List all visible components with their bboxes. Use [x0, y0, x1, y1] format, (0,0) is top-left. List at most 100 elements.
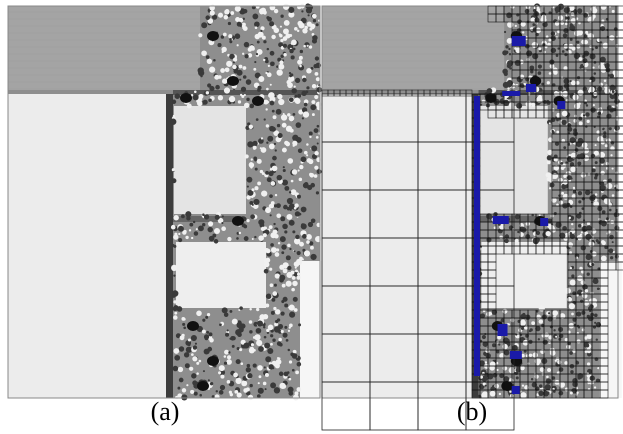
- panel-label: (b): [457, 397, 487, 426]
- tree: [584, 40, 588, 44]
- tree: [523, 340, 529, 346]
- tree: [237, 332, 242, 337]
- tree: [287, 198, 293, 204]
- tree: [515, 333, 517, 335]
- tree: [221, 47, 226, 52]
- tree: [301, 223, 307, 229]
- tree: [295, 270, 298, 273]
- tree: [278, 357, 280, 359]
- tree: [255, 34, 260, 39]
- tree: [499, 236, 503, 240]
- tree: [577, 76, 580, 79]
- tree: [552, 310, 558, 316]
- tree: [571, 313, 574, 316]
- tree: [258, 235, 264, 241]
- tree: [612, 194, 615, 197]
- tree: [552, 131, 555, 134]
- tree: [191, 237, 193, 239]
- tree: [559, 200, 563, 204]
- tree: [574, 103, 580, 109]
- tree: [276, 213, 281, 218]
- tree: [578, 117, 582, 121]
- tree: [546, 391, 550, 395]
- tree: [274, 9, 278, 13]
- tree: [265, 60, 269, 64]
- tree: [243, 66, 247, 70]
- tree: [279, 265, 284, 270]
- tree: [304, 250, 310, 256]
- tree: [594, 322, 596, 324]
- tree: [256, 308, 259, 311]
- tree: [605, 144, 608, 147]
- panel-label: (a): [151, 397, 180, 426]
- tree: [249, 320, 253, 324]
- tree: [270, 101, 275, 106]
- tree: [605, 63, 609, 67]
- tree: [185, 363, 190, 368]
- tree: [283, 44, 287, 48]
- tree: [612, 90, 615, 93]
- tree: [266, 142, 268, 144]
- tree: [190, 390, 194, 394]
- tree: [264, 343, 270, 349]
- tree: [576, 392, 578, 394]
- tree: [576, 154, 581, 159]
- tree: [229, 310, 232, 313]
- tree: [260, 147, 262, 149]
- tree: [514, 47, 517, 50]
- tree: [294, 203, 298, 207]
- tree: [550, 325, 553, 328]
- tree: [192, 356, 197, 361]
- tree: [178, 226, 184, 232]
- tree: [270, 181, 275, 186]
- tree: [570, 391, 573, 394]
- tree: [283, 297, 288, 302]
- tree: [307, 22, 312, 27]
- tree: [577, 161, 581, 165]
- tree: [202, 319, 205, 322]
- tree: [507, 21, 513, 27]
- tree: [579, 121, 583, 125]
- tree: [275, 149, 277, 151]
- tree: [258, 388, 264, 394]
- tree: [198, 225, 204, 231]
- tree: [304, 182, 308, 186]
- tree: [230, 11, 234, 15]
- tree: [208, 379, 210, 381]
- tree: [569, 251, 572, 254]
- tree: [266, 88, 269, 91]
- tree: [237, 44, 239, 46]
- tree: [496, 350, 499, 353]
- tree: [559, 367, 564, 372]
- tree: [280, 15, 283, 18]
- tree: [173, 275, 175, 277]
- tree: [503, 338, 507, 342]
- tree: [570, 232, 573, 235]
- tree: [214, 228, 220, 234]
- tree: [224, 350, 229, 355]
- tree: [532, 42, 538, 48]
- tree: [191, 335, 197, 341]
- tree: [581, 231, 583, 233]
- tree: [288, 330, 290, 332]
- tree: [253, 199, 259, 205]
- tree: [173, 306, 178, 311]
- tree: [257, 320, 263, 326]
- tree: [243, 26, 248, 31]
- tree: [196, 228, 198, 230]
- tree: [584, 69, 586, 71]
- tree: [193, 94, 199, 100]
- tree: [194, 392, 198, 396]
- tree: [309, 136, 311, 138]
- tree: [593, 280, 596, 283]
- tree: [283, 169, 286, 172]
- tree: [576, 214, 581, 219]
- tree: [306, 91, 309, 94]
- tree: [236, 359, 241, 364]
- tree: [275, 320, 278, 323]
- tree: [266, 124, 269, 127]
- tree: [578, 90, 584, 96]
- tree: [314, 174, 318, 178]
- tree: [191, 353, 194, 356]
- tree: [178, 367, 183, 372]
